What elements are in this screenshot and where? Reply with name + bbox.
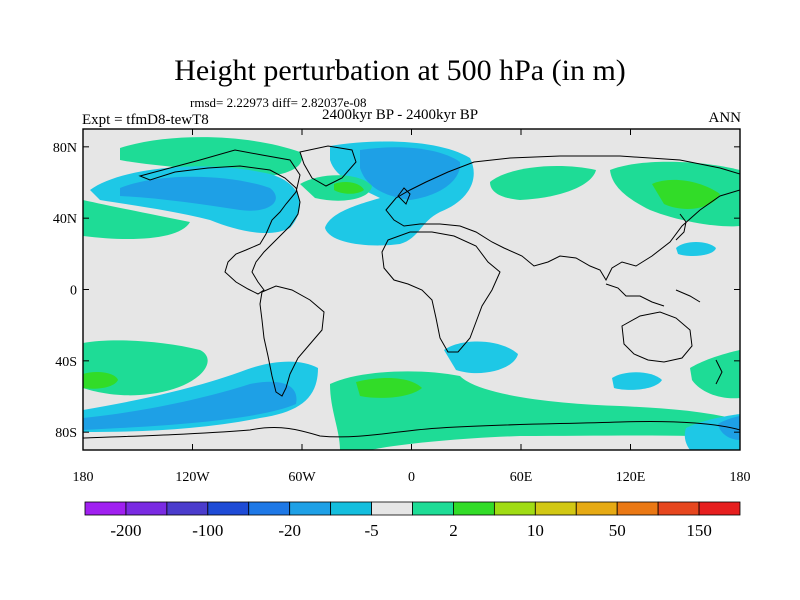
lat-tick-label: 40N — [53, 212, 77, 227]
colorbar-label: 10 — [527, 521, 544, 540]
contour-mid-blue — [120, 176, 276, 211]
season-label: ANN — [708, 110, 742, 126]
colorbar-swatch — [453, 501, 495, 516]
contour-light-blue — [676, 242, 716, 256]
colorbar-label: -200 — [110, 521, 141, 540]
lat-tick-label: 80N — [53, 141, 77, 156]
colorbar-swatch — [493, 501, 536, 516]
colorbar-swatch — [330, 501, 372, 516]
colorbar-swatch — [84, 501, 127, 516]
coastline-australia — [621, 311, 693, 363]
coastline-africa — [381, 231, 501, 353]
lon-tick-label: 120E — [616, 470, 646, 485]
colorbar-label: 50 — [609, 521, 626, 540]
coastline-japan — [675, 213, 687, 241]
colorbar-swatch — [125, 501, 168, 516]
coastline-antarctica — [83, 420, 740, 439]
contour-light-blue — [612, 372, 662, 390]
contour-light-green — [690, 350, 740, 399]
contour-green — [83, 372, 118, 389]
map-title: Height perturbation at 500 hPa (in m) — [174, 54, 626, 87]
colorbar-swatch — [371, 501, 413, 516]
axis-ticks: 80N 40N 0 40S 80S 180 120W 60W 0 60E 120E 180 — [53, 129, 751, 485]
contour-light-green — [83, 200, 190, 240]
colorbar-swatch — [698, 501, 741, 516]
colorbar-swatch — [534, 501, 577, 516]
contour-mid-blue — [83, 381, 297, 430]
coastline-eurasia — [385, 155, 740, 282]
contour-green — [356, 378, 422, 398]
coastlines — [83, 145, 740, 439]
colorbar-label: -100 — [192, 521, 223, 540]
coastline-new-zealand — [715, 359, 723, 385]
coastline-north-america — [138, 149, 301, 295]
experiment-label: Expt = tfmD8-tewT8 — [82, 112, 209, 128]
coastline-greenland — [299, 145, 357, 187]
contour-green — [334, 182, 364, 194]
contour-light-green — [490, 166, 596, 200]
coastline-south-america — [259, 285, 325, 397]
lon-tick-label: 180 — [73, 470, 94, 485]
colorbar: -200 -100 -20 -5 2 10 50 150 — [84, 501, 741, 540]
lon-tick-label: 120W — [175, 470, 210, 485]
colorbar-swatch — [616, 501, 659, 516]
colorbar-swatch — [207, 501, 250, 516]
colorbar-swatch — [248, 501, 291, 516]
contour-mid-blue — [360, 147, 461, 200]
period-label: 2400kyr BP - 2400kyr BP — [322, 107, 479, 123]
stats-label: rmsd= 2.22973 diff= 2.82037e-08 — [190, 95, 367, 110]
lat-tick-label: 40S — [55, 355, 77, 370]
colorbar-label: -20 — [278, 521, 301, 540]
contour-light-blue — [444, 341, 518, 374]
lon-tick-label: 60W — [288, 470, 316, 485]
colorbar-label: 2 — [449, 521, 458, 540]
colorbar-swatch — [575, 501, 618, 516]
colorbar-swatch — [289, 501, 332, 516]
lon-tick-label: 0 — [408, 470, 415, 485]
colorbar-label: -5 — [364, 521, 378, 540]
lon-tick-label: 180 — [730, 470, 751, 485]
coastline-britain — [397, 187, 411, 205]
lat-tick-label: 80S — [55, 426, 77, 441]
lat-tick-label: 0 — [70, 284, 77, 299]
lon-tick-label: 60E — [510, 470, 533, 485]
colorbar-swatch — [657, 501, 700, 516]
contour-light-green — [330, 371, 740, 450]
contour-mid-blue — [718, 416, 740, 440]
coastline-maritime-continent — [605, 283, 701, 307]
colorbar-swatch — [166, 501, 209, 516]
colorbar-label: 150 — [686, 521, 712, 540]
colorbar-swatch — [412, 501, 454, 516]
contour-green — [652, 179, 720, 209]
